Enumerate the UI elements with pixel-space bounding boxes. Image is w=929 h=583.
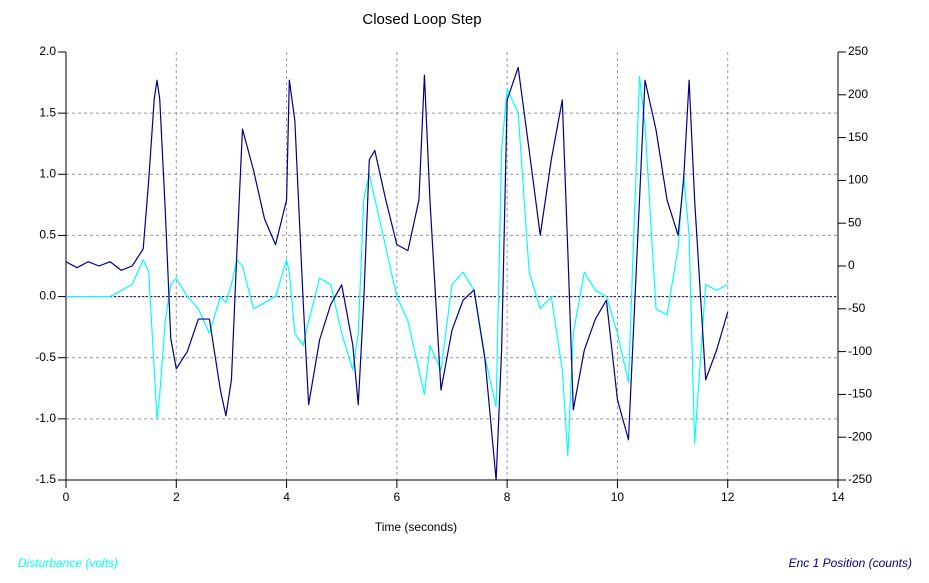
y2-tick-label: -250 bbox=[848, 472, 872, 486]
x-axis-label: Time (seconds) bbox=[375, 520, 457, 534]
y-tick-label: -1.5 bbox=[35, 472, 56, 486]
chart-title: Closed Loop Step bbox=[362, 11, 481, 28]
y-tick-label: 0.5 bbox=[39, 228, 56, 242]
y-tick-label: 1.0 bbox=[39, 166, 56, 180]
x-tick-label: 4 bbox=[283, 490, 290, 504]
y-tick-label: 1.5 bbox=[39, 105, 56, 119]
x-tick-label: 10 bbox=[611, 490, 625, 504]
series-line bbox=[65, 66, 729, 481]
x-tick-label: 8 bbox=[504, 490, 511, 504]
y2-tick-label: 150 bbox=[848, 130, 868, 144]
series-line bbox=[66, 75, 729, 457]
x-tick-label: 14 bbox=[831, 490, 845, 504]
y2-tick-label: -100 bbox=[848, 344, 872, 358]
y2-tick-label: -50 bbox=[848, 301, 866, 315]
y-tick-label: -0.5 bbox=[35, 350, 56, 364]
legend-label: Enc 1 Position (counts) bbox=[789, 556, 912, 570]
y2-tick-label: 100 bbox=[848, 173, 868, 187]
x-tick-label: 0 bbox=[63, 490, 70, 504]
y2-tick-label: -150 bbox=[848, 387, 872, 401]
y-tick-label: -1.0 bbox=[35, 411, 56, 425]
y-tick-label: 0.0 bbox=[39, 289, 56, 303]
x-tick-label: 6 bbox=[394, 490, 401, 504]
y-tick-label: 2.0 bbox=[39, 44, 56, 58]
y2-tick-label: 250 bbox=[848, 44, 868, 58]
y2-tick-label: 50 bbox=[848, 215, 862, 229]
x-tick-label: 2 bbox=[173, 490, 180, 504]
y2-tick-label: 200 bbox=[848, 87, 868, 101]
y2-tick-label: -200 bbox=[848, 429, 872, 443]
y2-tick-label: 0 bbox=[848, 258, 855, 272]
legend-label: Disturbance (volts) bbox=[18, 556, 118, 570]
x-tick-label: 12 bbox=[721, 490, 735, 504]
